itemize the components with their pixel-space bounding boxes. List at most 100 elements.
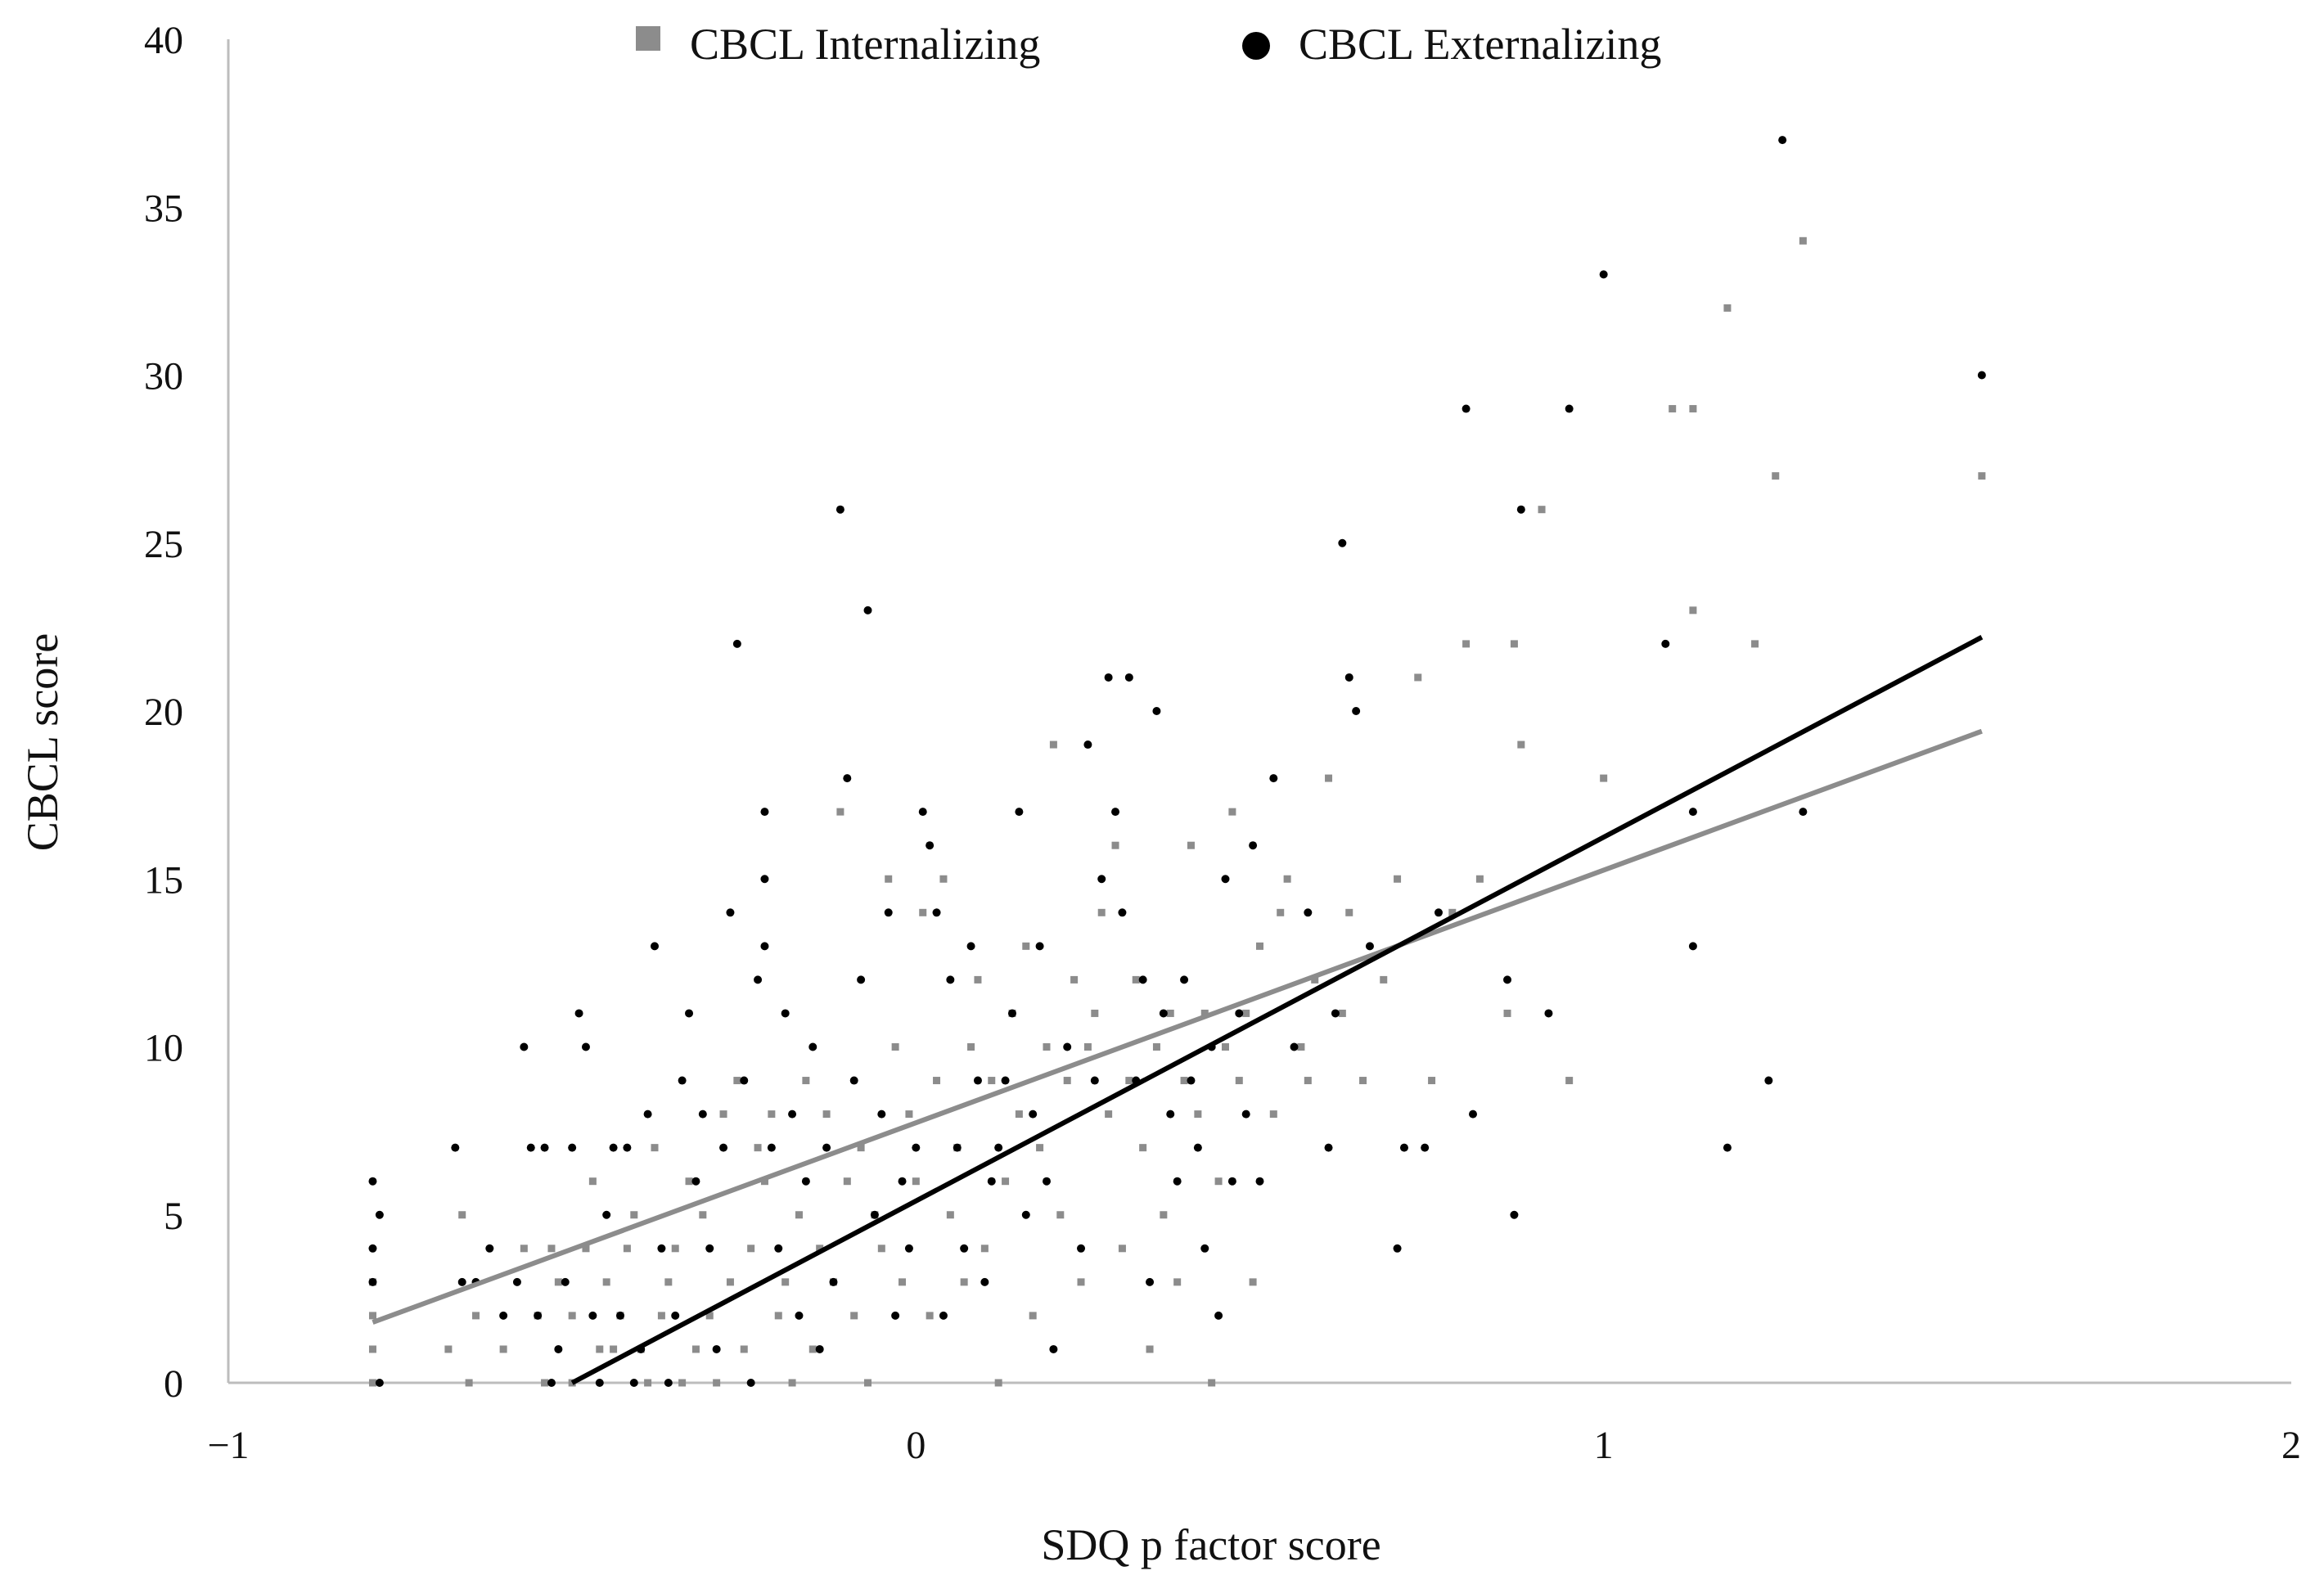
externalizing-point (1042, 1177, 1051, 1186)
internalizing-point (1538, 506, 1546, 514)
internalizing-point (1083, 1043, 1092, 1051)
externalizing-point (843, 774, 852, 783)
internalizing-point (850, 1312, 858, 1320)
externalizing-point (602, 1210, 611, 1219)
externalizing-point (1104, 673, 1113, 682)
internalizing-point (836, 808, 844, 816)
internalizing-point (671, 1245, 679, 1253)
internalizing-point (520, 1245, 528, 1253)
internalizing-point (554, 1278, 562, 1286)
internalizing-point (1036, 1144, 1044, 1152)
externalizing-point (1977, 371, 1986, 380)
externalizing-point (884, 908, 893, 917)
externalizing-point (912, 1143, 921, 1152)
externalizing-point (1090, 1076, 1099, 1085)
externalizing-point (643, 1110, 652, 1119)
externalizing-point (1063, 1042, 1072, 1051)
internalizing-point (974, 975, 982, 984)
internalizing-point (726, 1278, 734, 1286)
y-tick-label: 5 (164, 1195, 183, 1238)
externalizing-point (788, 1110, 797, 1119)
externalizing-point (760, 875, 769, 884)
y-tick-label: 0 (164, 1362, 183, 1406)
externalizing-point (1214, 1311, 1223, 1320)
externalizing-point (609, 1143, 618, 1152)
internalizing-point (610, 1345, 618, 1353)
externalizing-point (1304, 908, 1313, 917)
externalizing-point (657, 1244, 666, 1253)
externalizing-point (1338, 538, 1347, 547)
internalizing-point (444, 1345, 453, 1353)
externalizing-point (588, 1311, 597, 1320)
externalizing-point (1344, 673, 1353, 682)
internalizing-point (1063, 1077, 1071, 1085)
internalizing-point (1565, 1077, 1574, 1085)
externalizing-point (554, 1344, 563, 1353)
x-tick-labels: −1 0 1 2 (207, 1424, 2301, 1467)
externalizing-point (740, 1076, 749, 1085)
externalizing-point (732, 639, 741, 648)
externalizing-point (829, 1277, 838, 1286)
externalizing-point (664, 1379, 673, 1387)
externalizing-point (678, 1076, 687, 1085)
externalizing-point (561, 1277, 570, 1286)
internalizing-point (1600, 774, 1608, 782)
internalizing-point (994, 1379, 1002, 1387)
externalizing-point (1365, 942, 1374, 951)
internalizing-point (1173, 1278, 1182, 1286)
externalizing-point (1035, 942, 1044, 951)
externalizing-point (918, 808, 927, 817)
internalizing-point (905, 1110, 913, 1119)
externalizing-point (835, 505, 844, 514)
externalizing-point (629, 1379, 638, 1387)
externalizing-point (960, 1244, 969, 1253)
externalizing-point (808, 1042, 817, 1051)
externalizing-point (1029, 1110, 1038, 1119)
externalizing-point (534, 1311, 543, 1320)
internalizing-point (1338, 1009, 1346, 1017)
externalizing-point (795, 1311, 804, 1320)
externalizing-point (822, 1143, 831, 1152)
externalizing-point (1778, 136, 1787, 145)
internalizing-point (719, 1110, 727, 1119)
externalizing-point (1516, 505, 1525, 514)
internalizing-point (946, 1211, 954, 1219)
externalizing-point (1187, 1076, 1196, 1085)
externalizing-point (801, 1177, 810, 1186)
internalizing-point (465, 1379, 473, 1387)
externalizing-point (1159, 1009, 1168, 1018)
externalizing-point (870, 1210, 879, 1219)
internalizing-point (664, 1278, 673, 1286)
externalizing-point (726, 908, 735, 917)
internalizing-point (912, 1177, 920, 1186)
internalizing-point (1002, 1177, 1010, 1186)
externalizing-point (1255, 1177, 1264, 1186)
internalizing-point (747, 1245, 755, 1253)
externalizing-point (1269, 774, 1278, 783)
internalizing-point (1139, 1144, 1147, 1152)
externalizing-point (457, 1277, 466, 1286)
externalizing-point (939, 1311, 948, 1320)
y-tick-label: 20 (144, 691, 183, 734)
externalizing-point (1001, 1076, 1010, 1085)
internalizing-point (1029, 1312, 1037, 1320)
internalizing-point (864, 1379, 872, 1387)
internalizing-point (926, 1312, 934, 1320)
externalizing-point (568, 1143, 577, 1152)
internalizing-point (1077, 1278, 1085, 1286)
externalizing-point (987, 1177, 996, 1186)
y-axis-title: CBCL score (18, 633, 67, 851)
internalizing-point (1380, 975, 1388, 984)
externalizing-point (451, 1143, 460, 1152)
externalizing-point (623, 1143, 632, 1152)
x-tick-label: 0 (906, 1424, 926, 1467)
internalizing-point (1166, 1009, 1174, 1017)
internalizing-point (1689, 606, 1697, 614)
internalizing-point (651, 1144, 659, 1152)
internalizing-point (547, 1245, 556, 1253)
internalizing-point (499, 1345, 507, 1353)
externalizing-point (1235, 1009, 1244, 1018)
externalizing-point (994, 1143, 1003, 1152)
externalizing-point (1688, 942, 1697, 951)
externalizing-point (760, 808, 769, 817)
